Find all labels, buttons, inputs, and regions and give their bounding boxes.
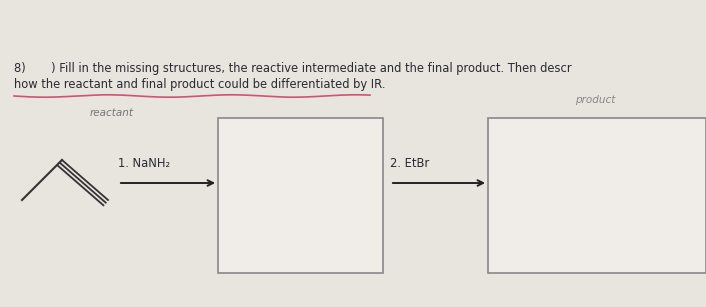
Text: reactant: reactant [90, 108, 134, 118]
Text: how the reactant and final product could be differentiated by IR.: how the reactant and final product could… [14, 78, 385, 91]
Bar [218, 118, 383, 273]
Bar [488, 118, 706, 273]
Text: 2. EtBr: 2. EtBr [390, 157, 429, 170]
Text: product: product [575, 95, 616, 105]
Text: 8)       ) Fill in the missing structures, the reactive intermediate and the fin: 8) ) Fill in the missing structures, the… [14, 62, 572, 75]
Text: 1. NaNH₂: 1. NaNH₂ [118, 157, 170, 170]
